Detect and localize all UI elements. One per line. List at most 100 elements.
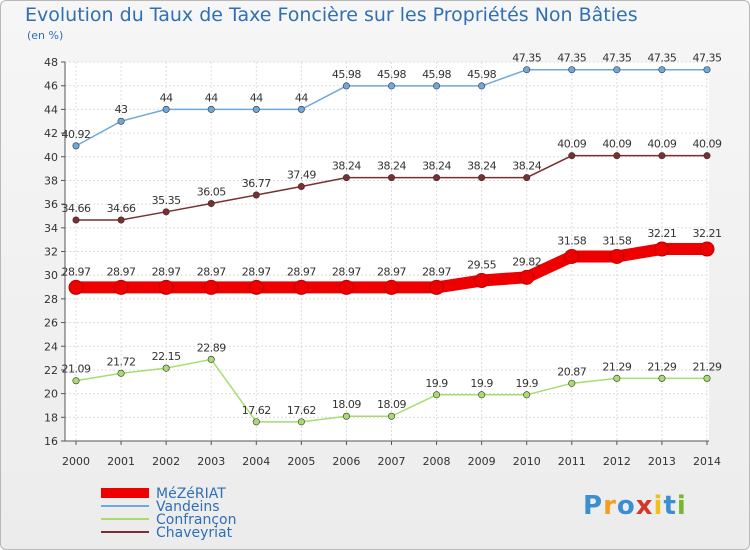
logo-letter: P bbox=[583, 491, 604, 521]
data-point bbox=[207, 200, 215, 208]
data-point bbox=[338, 279, 354, 295]
y-tick-label: 44 bbox=[44, 103, 58, 116]
data-label: 21.29 bbox=[602, 360, 631, 373]
data-point bbox=[564, 248, 580, 264]
x-tick-label: 2006 bbox=[332, 455, 360, 468]
x-tick-label: 2011 bbox=[558, 455, 586, 468]
data-point bbox=[297, 182, 305, 190]
data-label: 47.35 bbox=[693, 52, 722, 65]
legend-label: Vandeins bbox=[156, 499, 220, 515]
y-tick-label: 18 bbox=[44, 411, 58, 424]
logo-letter: i bbox=[653, 491, 664, 521]
data-point bbox=[658, 66, 666, 74]
data-point bbox=[387, 412, 395, 420]
data-point bbox=[248, 279, 264, 295]
data-point bbox=[72, 142, 80, 150]
data-point bbox=[519, 269, 535, 285]
data-point bbox=[433, 391, 441, 399]
x-tick-label: 2013 bbox=[648, 455, 676, 468]
data-label: 44 bbox=[250, 91, 263, 104]
data-label: 28.97 bbox=[242, 265, 271, 278]
data-point bbox=[252, 191, 260, 199]
y-tick-label: 48 bbox=[44, 56, 58, 69]
data-point bbox=[207, 105, 215, 113]
data-point bbox=[613, 374, 621, 382]
x-tick-label: 2000 bbox=[62, 455, 90, 468]
x-tick-label: 2002 bbox=[152, 455, 180, 468]
data-label: 22.15 bbox=[152, 350, 181, 363]
data-point bbox=[162, 208, 170, 216]
data-point bbox=[113, 279, 129, 295]
data-label: 29.82 bbox=[512, 255, 541, 268]
data-point bbox=[252, 105, 260, 113]
data-point bbox=[117, 369, 125, 377]
data-label: 34.66 bbox=[62, 202, 91, 215]
data-point bbox=[658, 152, 666, 160]
data-label: 28.97 bbox=[152, 265, 181, 278]
data-label: 28.97 bbox=[287, 265, 316, 278]
logo-letter: i bbox=[676, 491, 687, 521]
data-point bbox=[658, 374, 666, 382]
data-label: 40.09 bbox=[693, 138, 722, 151]
data-point bbox=[387, 174, 395, 182]
legend-label: Chaveyriat bbox=[156, 525, 233, 541]
data-point bbox=[207, 355, 215, 363]
data-label: 38.24 bbox=[332, 160, 361, 173]
logo-letter: o bbox=[616, 491, 636, 521]
proxiti-logo: Proxiti bbox=[583, 491, 687, 521]
x-tick-label: 2003 bbox=[197, 455, 225, 468]
data-point bbox=[429, 279, 445, 295]
data-point bbox=[342, 82, 350, 90]
data-label: 47.35 bbox=[647, 52, 676, 65]
data-label: 28.97 bbox=[422, 265, 451, 278]
data-point bbox=[478, 391, 486, 399]
data-point bbox=[609, 248, 625, 264]
y-tick-label: 34 bbox=[44, 222, 58, 235]
x-tick-label: 2009 bbox=[468, 455, 496, 468]
data-point bbox=[568, 379, 576, 387]
data-point bbox=[297, 418, 305, 426]
data-label: 44 bbox=[160, 91, 173, 104]
data-label: 45.98 bbox=[422, 68, 451, 81]
y-tick-label: 32 bbox=[44, 246, 58, 259]
data-point bbox=[162, 105, 170, 113]
data-label: 45.98 bbox=[377, 68, 406, 81]
y-tick-label: 40 bbox=[44, 151, 58, 164]
data-point bbox=[387, 82, 395, 90]
x-tick-label: 2014 bbox=[693, 455, 721, 468]
data-label: 47.35 bbox=[557, 52, 586, 65]
data-label: 35.35 bbox=[152, 194, 181, 207]
data-point bbox=[297, 105, 305, 113]
chart-title: Evolution du Taux de Taxe Foncière sur l… bbox=[25, 4, 638, 26]
data-label: 38.24 bbox=[512, 160, 541, 173]
data-label: 40.09 bbox=[557, 138, 586, 151]
y-tick-label: 20 bbox=[44, 388, 58, 401]
legend-label: MéZéRIAT bbox=[156, 486, 226, 502]
data-label: 17.62 bbox=[287, 404, 316, 417]
data-label: 47.35 bbox=[512, 52, 541, 65]
data-point bbox=[523, 66, 531, 74]
data-label: 45.98 bbox=[467, 68, 496, 81]
data-label: 22.89 bbox=[197, 341, 226, 354]
data-point bbox=[478, 174, 486, 182]
logo-letter: x bbox=[635, 491, 654, 521]
data-point bbox=[523, 174, 531, 182]
logo-letter: t bbox=[663, 491, 677, 521]
data-label: 38.24 bbox=[377, 160, 406, 173]
data-point bbox=[252, 418, 260, 426]
data-point bbox=[703, 66, 711, 74]
data-label: 34.66 bbox=[107, 202, 136, 215]
data-label: 19.9 bbox=[515, 377, 538, 390]
data-label: 36.77 bbox=[242, 177, 271, 190]
data-label: 20.87 bbox=[557, 365, 586, 378]
logo-letter: r bbox=[603, 491, 617, 521]
data-point bbox=[433, 82, 441, 90]
data-label: 31.58 bbox=[557, 234, 586, 247]
y-tick-label: 30 bbox=[44, 269, 58, 282]
data-point bbox=[703, 152, 711, 160]
data-label: 17.62 bbox=[242, 404, 271, 417]
y-tick-label: 42 bbox=[44, 127, 58, 140]
data-point bbox=[68, 279, 84, 295]
